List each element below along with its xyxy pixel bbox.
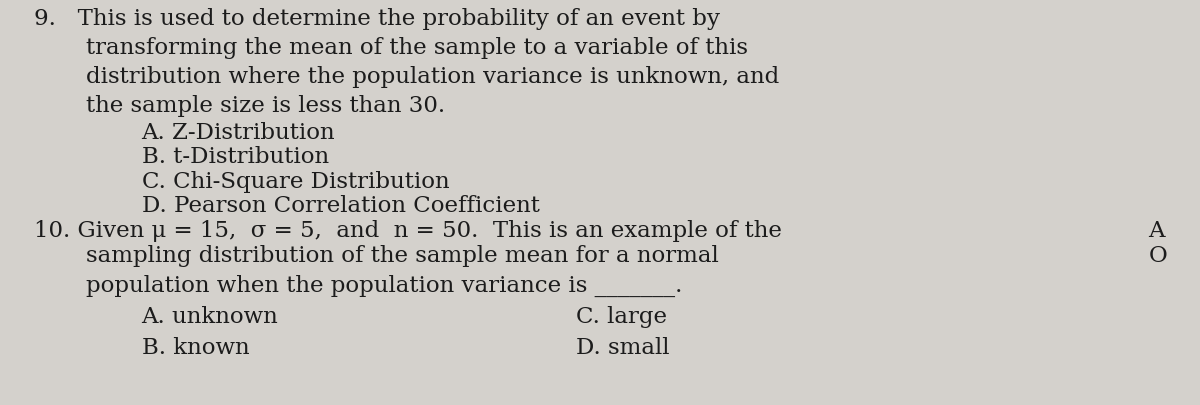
Text: transforming the mean of the sample to a variable of this: transforming the mean of the sample to a… [86, 37, 749, 59]
Text: C. Chi-Square Distribution: C. Chi-Square Distribution [142, 171, 449, 192]
Text: B. t-Distribution: B. t-Distribution [142, 146, 329, 168]
Text: A. Z-Distribution: A. Z-Distribution [142, 122, 335, 143]
Text: A: A [1148, 220, 1165, 241]
Text: B. known: B. known [142, 336, 250, 358]
Text: distribution where the population variance is unknown, and: distribution where the population varian… [86, 66, 780, 87]
Text: population when the population variance is _______.: population when the population variance … [86, 274, 683, 296]
Text: 10. Given μ = 15,  σ = 5,  and  n = 50.  This is an example of the: 10. Given μ = 15, σ = 5, and n = 50. Thi… [34, 220, 781, 241]
Text: A. unknown: A. unknown [142, 305, 278, 327]
Text: O: O [1148, 245, 1168, 266]
Text: D. Pearson Correlation Coefficient: D. Pearson Correlation Coefficient [142, 195, 540, 217]
Text: sampling distribution of the sample mean for a normal: sampling distribution of the sample mean… [86, 245, 719, 266]
Text: 9.   This is used to determine the probability of an event by: 9. This is used to determine the probabi… [34, 8, 720, 30]
Text: the sample size is less than 30.: the sample size is less than 30. [86, 95, 445, 117]
Text: C. large: C. large [576, 305, 667, 327]
Text: D. small: D. small [576, 336, 670, 358]
